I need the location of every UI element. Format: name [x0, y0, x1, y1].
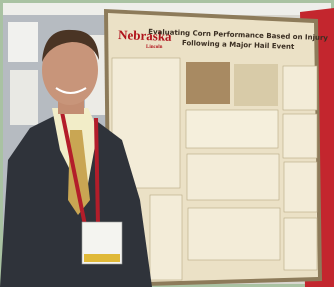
page: Nebraska Lincoln Evaluating Corn Perform… [0, 0, 334, 287]
poster-panel [186, 110, 278, 148]
photo: Nebraska Lincoln Evaluating Corn Perform… [0, 0, 334, 287]
paper [8, 22, 38, 62]
poster-panel [283, 114, 317, 158]
poster-panel [284, 162, 317, 212]
poster-panel [188, 208, 280, 260]
poster-panel [150, 195, 182, 280]
poster-photo [234, 64, 278, 106]
badge-stripe [84, 254, 120, 262]
poster-photo [186, 62, 230, 104]
poster-panel [187, 154, 279, 200]
poster-panel [284, 218, 317, 270]
paper [10, 70, 38, 125]
poster-logo-sub: Lincoln [146, 45, 163, 50]
poster-panel [283, 66, 317, 110]
